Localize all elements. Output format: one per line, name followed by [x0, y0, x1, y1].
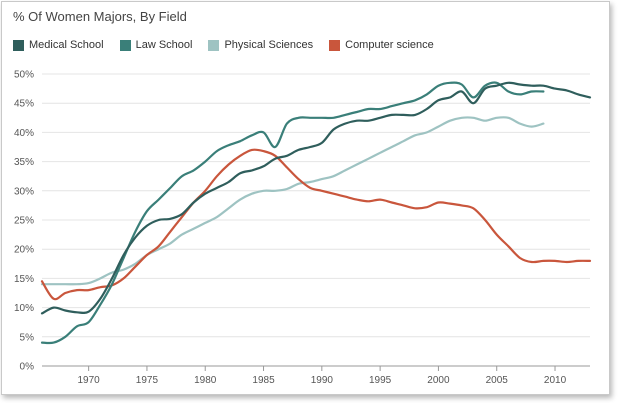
legend-label: Physical Sciences — [224, 39, 314, 51]
y-tick-label: 25% — [14, 216, 34, 227]
y-tick-label: 30% — [14, 186, 34, 197]
y-tick-label: 15% — [14, 274, 34, 285]
x-tick-label: 1980 — [194, 375, 217, 386]
x-tick-label: 1995 — [369, 375, 392, 386]
chart-frame: % Of Women Majors, By Field Medical Scho… — [1, 1, 610, 395]
x-tick-label: 1990 — [311, 375, 334, 386]
y-tick-label: 0% — [20, 362, 35, 373]
legend-item-physical-sciences: Physical Sciences — [208, 39, 313, 51]
x-tick-label: 2005 — [486, 375, 509, 386]
legend-label: Computer science — [345, 39, 434, 51]
legend-item-computer-science: Computer science — [329, 39, 434, 51]
chart-title: % Of Women Majors, By Field — [13, 9, 187, 24]
legend-swatch — [13, 39, 24, 51]
y-tick-label: 35% — [14, 157, 34, 168]
legend-label: Law School — [135, 39, 193, 51]
legend-item-law-school: Law School — [119, 39, 193, 51]
y-tick-label: 5% — [20, 332, 35, 343]
series-line-law-school — [40, 81, 545, 345]
y-tick-label: 20% — [14, 245, 34, 256]
series-line-computer-science — [40, 148, 592, 301]
series-line-medical-school — [40, 81, 592, 315]
legend-swatch — [119, 39, 131, 51]
legend: Medical School Law School Physical Science… — [13, 39, 450, 51]
x-tick-label: 1970 — [78, 375, 101, 386]
legend-swatch — [329, 39, 341, 51]
series-line-physical-sciences — [40, 116, 545, 286]
y-tick-label: 40% — [14, 128, 34, 139]
x-tick-label: 1975 — [136, 375, 159, 386]
y-tick-label: 45% — [14, 99, 34, 110]
legend-swatch — [208, 39, 220, 51]
y-tick-label: 50% — [14, 70, 34, 81]
x-tick-label: 2000 — [427, 375, 450, 386]
x-tick-label: 1985 — [252, 375, 275, 386]
x-tick-label: 2010 — [544, 375, 567, 386]
legend-label: Medical School — [29, 39, 104, 51]
y-tick-label: 10% — [14, 303, 34, 314]
legend-item-medical-school: Medical School — [13, 39, 104, 51]
